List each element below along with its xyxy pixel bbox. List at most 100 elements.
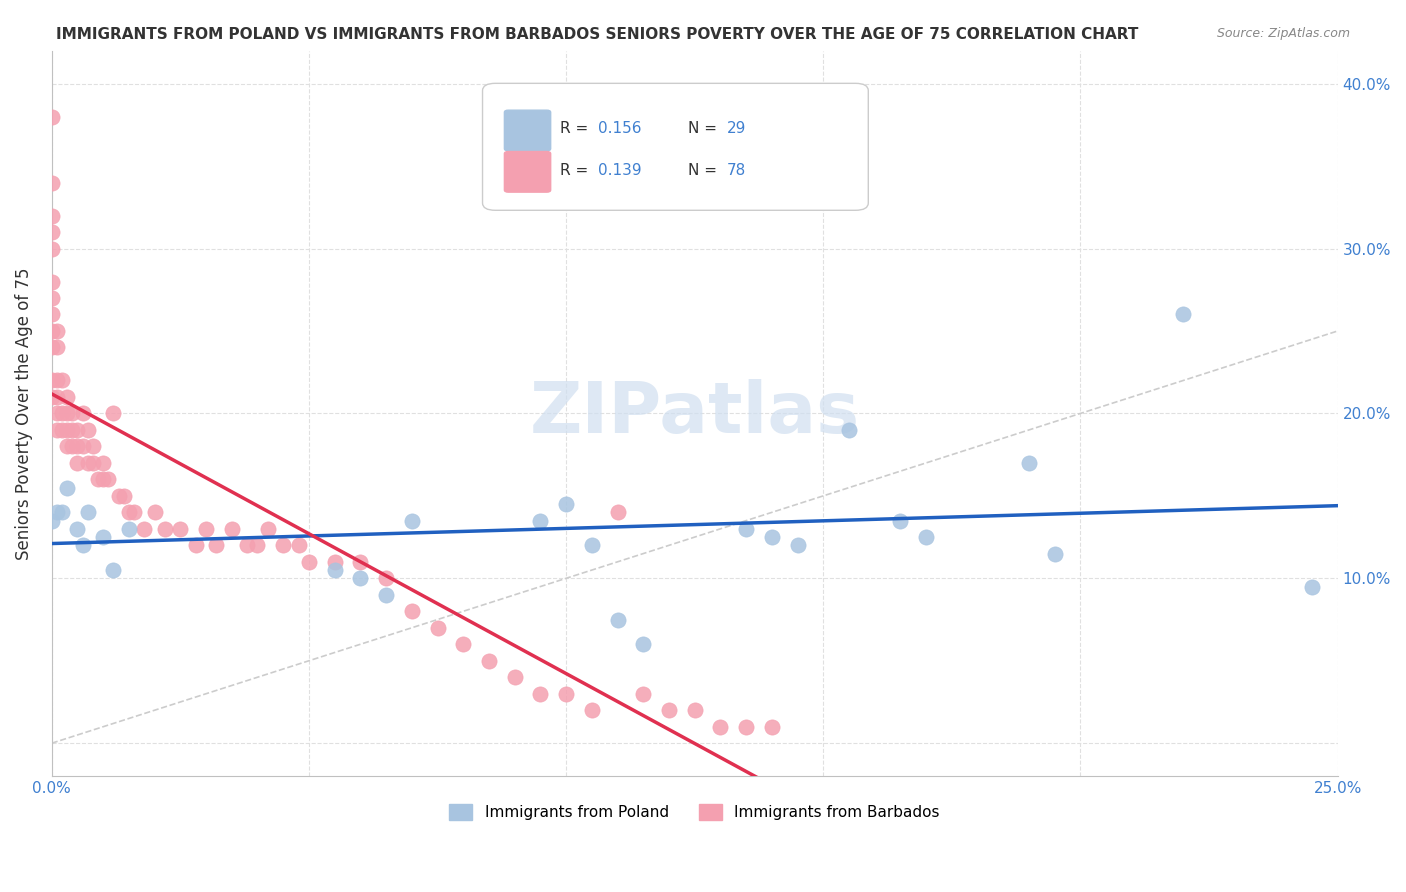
- Point: [195, 522, 218, 536]
- Point: [60, 406, 83, 420]
- Point: [56, 390, 79, 404]
- Point: [41, 275, 63, 289]
- Point: [581, 703, 603, 717]
- Point: [122, 505, 145, 519]
- Point: [118, 522, 141, 536]
- Point: [451, 637, 474, 651]
- Text: 29: 29: [727, 120, 747, 136]
- Point: [786, 538, 808, 552]
- Point: [72, 439, 94, 453]
- Point: [1173, 308, 1195, 322]
- Point: [153, 522, 176, 536]
- Point: [56, 406, 79, 420]
- Point: [51, 406, 73, 420]
- Point: [143, 505, 166, 519]
- Text: 0.139: 0.139: [598, 163, 643, 178]
- FancyBboxPatch shape: [505, 111, 551, 151]
- Text: N =: N =: [689, 120, 723, 136]
- Point: [45, 406, 67, 420]
- Point: [1043, 547, 1066, 561]
- Point: [761, 530, 783, 544]
- Point: [97, 472, 120, 486]
- Point: [915, 530, 938, 544]
- Legend: Immigrants from Poland, Immigrants from Barbados: Immigrants from Poland, Immigrants from …: [443, 798, 946, 827]
- Point: [41, 341, 63, 355]
- Point: [606, 613, 628, 627]
- Point: [103, 406, 125, 420]
- Text: R =: R =: [560, 120, 593, 136]
- Point: [51, 423, 73, 437]
- Point: [271, 538, 294, 552]
- Point: [41, 390, 63, 404]
- Point: [375, 588, 398, 602]
- Point: [735, 720, 758, 734]
- Point: [45, 324, 67, 338]
- Point: [72, 406, 94, 420]
- Point: [51, 374, 73, 388]
- Point: [246, 538, 269, 552]
- Point: [375, 571, 398, 585]
- Text: N =: N =: [689, 163, 723, 178]
- Point: [478, 654, 501, 668]
- Text: 78: 78: [727, 163, 747, 178]
- Point: [118, 505, 141, 519]
- Point: [1018, 456, 1040, 470]
- Point: [41, 242, 63, 256]
- Point: [45, 390, 67, 404]
- Point: [658, 703, 681, 717]
- Point: [72, 538, 94, 552]
- Text: ZIPatlas: ZIPatlas: [530, 379, 859, 448]
- Point: [103, 563, 125, 577]
- Point: [41, 308, 63, 322]
- Point: [41, 374, 63, 388]
- Point: [45, 423, 67, 437]
- Point: [256, 522, 278, 536]
- Point: [606, 505, 628, 519]
- Point: [82, 456, 104, 470]
- Point: [41, 176, 63, 190]
- Point: [107, 489, 129, 503]
- Point: [298, 555, 321, 569]
- Point: [134, 522, 156, 536]
- Point: [91, 472, 114, 486]
- Y-axis label: Seniors Poverty Over the Age of 75: Seniors Poverty Over the Age of 75: [15, 268, 32, 559]
- Point: [323, 563, 346, 577]
- Point: [41, 225, 63, 239]
- Point: [503, 670, 526, 684]
- Point: [41, 514, 63, 528]
- Point: [529, 687, 551, 701]
- Point: [66, 423, 89, 437]
- Point: [91, 456, 114, 470]
- Point: [45, 341, 67, 355]
- Point: [349, 571, 371, 585]
- Point: [76, 505, 98, 519]
- Point: [323, 555, 346, 569]
- Point: [1301, 580, 1323, 594]
- Point: [45, 505, 67, 519]
- Point: [56, 423, 79, 437]
- Point: [41, 324, 63, 338]
- Point: [76, 423, 98, 437]
- Point: [205, 538, 228, 552]
- Point: [287, 538, 309, 552]
- Point: [761, 720, 783, 734]
- Point: [555, 497, 578, 511]
- Point: [112, 489, 135, 503]
- Point: [555, 687, 578, 701]
- Point: [41, 110, 63, 124]
- Point: [41, 291, 63, 305]
- Point: [221, 522, 243, 536]
- Point: [56, 481, 79, 495]
- Point: [66, 456, 89, 470]
- Point: [60, 439, 83, 453]
- Point: [349, 555, 371, 569]
- Point: [426, 621, 449, 635]
- Point: [401, 514, 423, 528]
- Point: [87, 472, 110, 486]
- Point: [91, 530, 114, 544]
- Text: R =: R =: [560, 163, 593, 178]
- Text: 0.156: 0.156: [598, 120, 641, 136]
- Point: [838, 423, 860, 437]
- Point: [889, 514, 911, 528]
- Point: [51, 505, 73, 519]
